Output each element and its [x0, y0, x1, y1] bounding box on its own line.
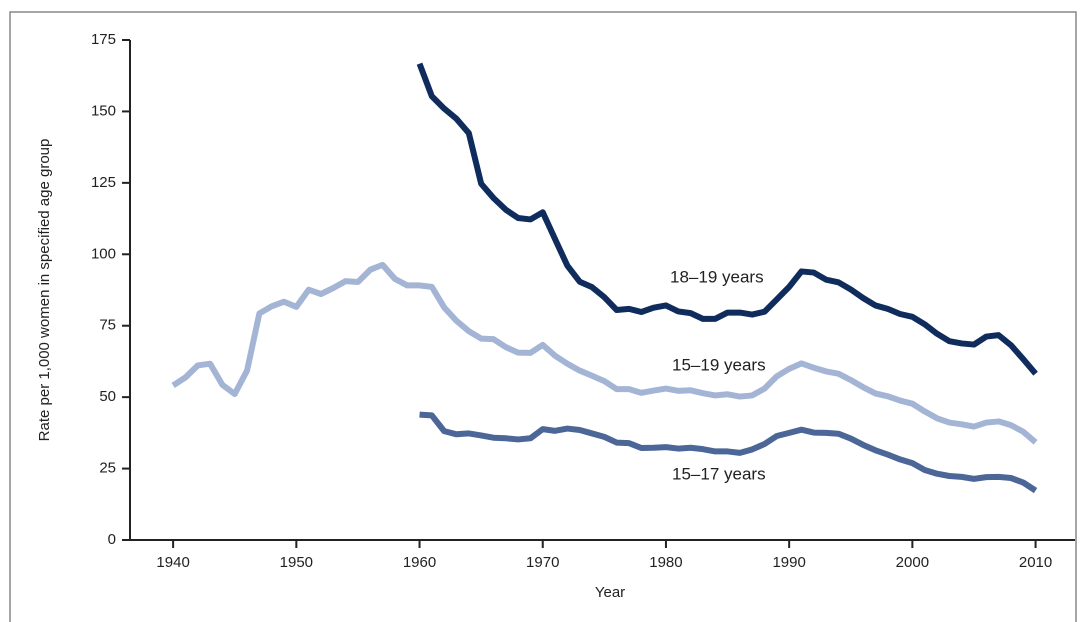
- x-tick-label: 1980: [649, 554, 682, 571]
- y-tick-label: 100: [91, 245, 116, 262]
- y-tick-label: 125: [91, 174, 116, 191]
- y-tick-label: 50: [99, 388, 116, 405]
- y-axis-label: Rate per 1,000 women in specified age gr…: [36, 139, 53, 442]
- y-tick-label: 175: [91, 31, 116, 48]
- series-label: 18–19 years: [670, 267, 764, 286]
- y-tick-label: 75: [99, 317, 116, 334]
- y-tick-label: 150: [91, 102, 116, 119]
- x-axis-label: Year: [595, 584, 625, 601]
- x-tick-label: 2000: [896, 554, 929, 571]
- x-tick-label: 1970: [526, 554, 559, 571]
- series-line: [419, 411, 1038, 494]
- x-tick-label: 1940: [156, 554, 189, 571]
- x-tick-label: 2010: [1019, 554, 1052, 571]
- series-label: 15–17 years: [672, 464, 766, 483]
- x-tick-label: 1960: [403, 554, 436, 571]
- x-tick-label: 1990: [772, 554, 805, 571]
- y-tick-label: 0: [108, 531, 116, 548]
- y-tick-label: 25: [99, 460, 116, 477]
- series-line: [416, 62, 1038, 376]
- x-tick-label: 1950: [280, 554, 313, 571]
- series-line: [171, 261, 1038, 445]
- frame: [9, 11, 1077, 622]
- series-label: 15–19 years: [672, 355, 766, 374]
